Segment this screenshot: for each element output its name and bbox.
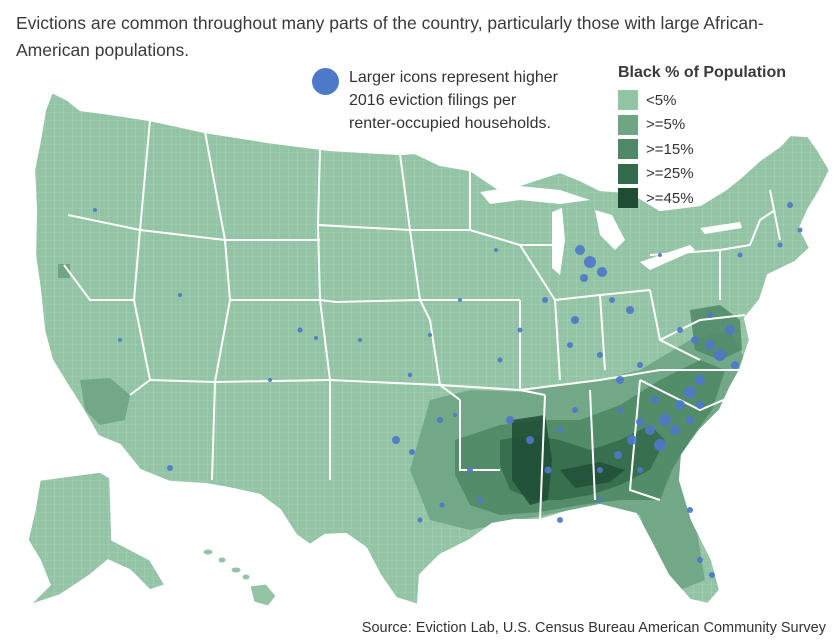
legend-item: >=15% xyxy=(618,137,786,162)
legend-item: >=45% xyxy=(618,186,786,211)
legend-swatch xyxy=(618,188,638,209)
lake-ontario xyxy=(700,222,742,234)
legend-label: >=25% xyxy=(646,165,694,183)
legend-label: <5% xyxy=(646,91,677,109)
legend-swatch xyxy=(618,114,638,135)
lake-huron xyxy=(595,210,625,250)
source-note: Source: Eviction Lab, U.S. Census Bureau… xyxy=(361,620,826,636)
lake-superior xyxy=(480,186,590,204)
state-borders xyxy=(63,119,781,521)
shade-blackbelt xyxy=(560,462,625,488)
legend-label: >=15% xyxy=(646,140,694,158)
legend-label: >=45% xyxy=(646,189,694,207)
legend-label: >=5% xyxy=(646,116,686,134)
size-legend-line-1: Larger icons represent higher xyxy=(349,69,559,86)
color-legend-title: Black % of Population xyxy=(618,64,787,81)
size-legend-line-3: renter-occupied households. xyxy=(349,115,551,132)
map-title: Evictions are common throughout many par… xyxy=(16,13,764,60)
size-legend: Larger icons represent higher 2016 evict… xyxy=(312,66,558,135)
legend-item: >=25% xyxy=(618,162,786,187)
lake-erie xyxy=(640,245,695,270)
eviction-dots xyxy=(93,202,803,578)
alaska xyxy=(27,471,167,606)
size-legend-dot-icon xyxy=(312,68,339,95)
shade-sw-desert xyxy=(80,378,130,425)
hawaii xyxy=(202,548,277,607)
color-legend: Black % of Population <5% >=5% >=15% >=2… xyxy=(618,64,786,211)
size-legend-line-2: 2016 eviction filings per xyxy=(349,92,517,109)
legend-item: >=5% xyxy=(618,113,786,138)
legend-swatch xyxy=(618,163,638,184)
legend-item: <5% xyxy=(618,88,786,113)
legend-swatch xyxy=(618,90,638,111)
size-legend-text: Larger icons represent higher 2016 evict… xyxy=(349,66,558,135)
lake-michigan xyxy=(552,208,565,275)
legend-swatch xyxy=(618,139,638,160)
